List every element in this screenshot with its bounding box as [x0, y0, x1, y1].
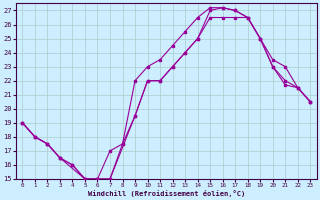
- X-axis label: Windchill (Refroidissement éolien,°C): Windchill (Refroidissement éolien,°C): [88, 190, 245, 197]
